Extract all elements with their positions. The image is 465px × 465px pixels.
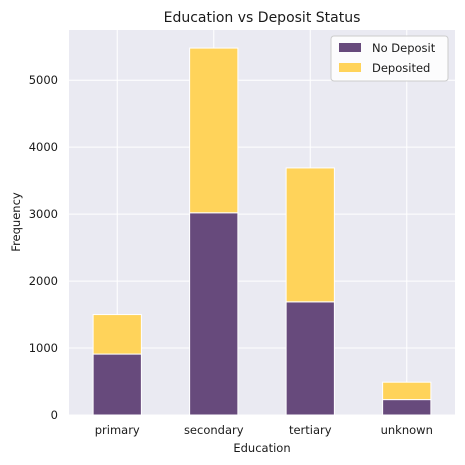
legend-swatch-no-deposit [339,43,361,52]
bar-tertiary-no-deposit [285,301,335,416]
y-axis-label: Frequency [9,192,23,252]
x-axis-ticks: primary secondary tertiary unknown [95,423,433,437]
x-tick-label: tertiary [289,423,332,437]
bar-tertiary-deposited [285,167,335,303]
y-tick-label: 2000 [29,274,58,288]
legend-swatch-deposited [339,63,361,72]
bar-unknown-deposited [382,381,432,401]
bar-unknown-no-deposit [382,399,432,416]
y-tick-label: 1000 [29,341,58,355]
x-tick-label: unknown [381,423,433,437]
x-tick-label: primary [95,423,140,437]
bar-primary-deposited [92,314,142,355]
bar-group [92,47,432,416]
x-axis-label: Education [233,441,290,455]
x-tick-label: secondary [184,423,244,437]
y-tick-label: 5000 [29,73,58,87]
legend-label-no-deposit: No Deposit [372,41,436,55]
y-axis-ticks: 0 1000 2000 3000 4000 5000 [29,73,58,422]
chart-title: Education vs Deposit Status [164,10,361,26]
bar-secondary-deposited [189,47,239,214]
y-tick-label: 0 [51,408,58,422]
legend: No Deposit Deposited [330,35,449,82]
bar-primary-no-deposit [92,353,142,416]
y-tick-label: 4000 [29,140,58,154]
y-tick-label: 3000 [29,207,58,221]
bar-secondary-no-deposit [189,212,239,416]
legend-label-deposited: Deposited [372,61,430,75]
